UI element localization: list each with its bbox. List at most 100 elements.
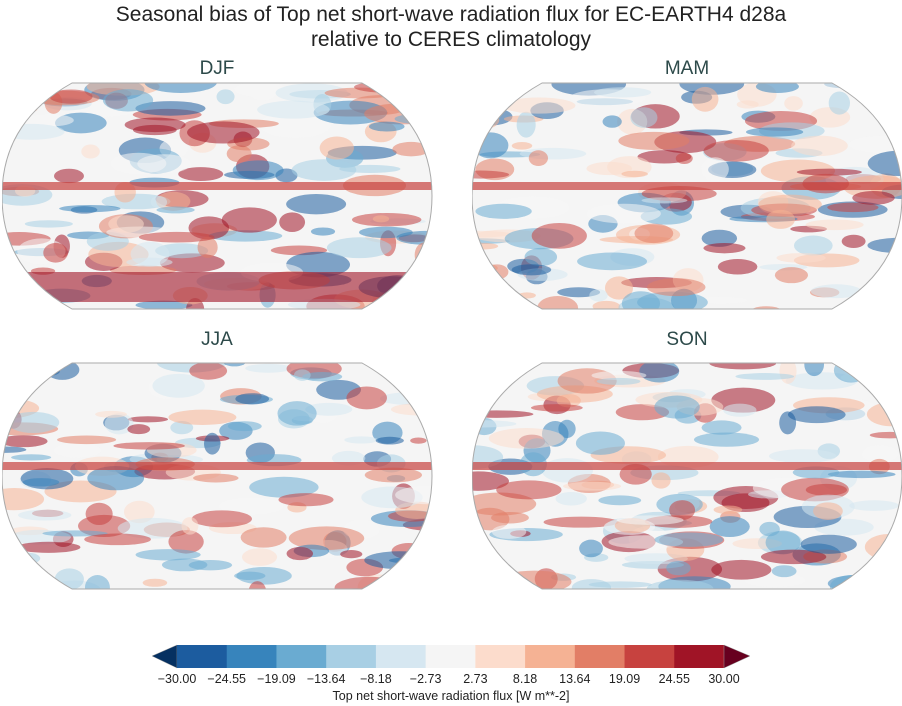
bias-patch [359, 226, 413, 239]
colorbar-tick-label: −13.64 [306, 672, 346, 686]
colorbar-bin [326, 645, 377, 668]
bias-patch [488, 428, 564, 449]
colorbar-bin [375, 645, 427, 668]
bias-patch [127, 424, 151, 435]
bias-patch [368, 121, 405, 132]
bias-patch [771, 565, 797, 578]
bias-patch [651, 472, 671, 489]
bias-patch [703, 139, 769, 162]
bias-patch [779, 411, 797, 435]
bias-patch [813, 502, 843, 520]
bias-patch [331, 450, 366, 466]
bias-patch [498, 583, 525, 589]
bias-patch [248, 581, 267, 589]
bias-patch [168, 530, 204, 554]
colorbar-bin [674, 645, 725, 668]
bias-patch [589, 289, 608, 302]
bias-patch [384, 363, 428, 371]
bias-patch [16, 541, 81, 553]
bias-patch [54, 568, 84, 589]
bias-patch [694, 432, 760, 447]
map-mam [472, 82, 902, 310]
bias-patch [472, 471, 509, 491]
bias-patch [530, 404, 583, 412]
bias-patch [793, 235, 833, 256]
bias-patch [654, 395, 700, 419]
southern-ocean-band [2, 272, 432, 302]
colorbar [151, 644, 751, 669]
itcz-band [2, 182, 432, 190]
bias-patch [723, 403, 757, 417]
bias-patch [784, 96, 803, 111]
bias-patch [616, 515, 684, 525]
bias-patch [84, 575, 110, 589]
bias-patch [713, 505, 743, 515]
bias-patch [245, 363, 292, 373]
bias-patch [491, 524, 527, 539]
bias-patch [852, 190, 895, 205]
bias-patch [7, 580, 33, 589]
colorbar-over-arrow [723, 644, 751, 669]
bias-patch [828, 91, 850, 115]
bias-patch [679, 83, 745, 95]
bias-patch [59, 205, 121, 213]
bias-patch [223, 363, 246, 367]
bias-patch [392, 95, 432, 106]
itcz-band [472, 182, 902, 190]
bias-patch [137, 154, 192, 174]
panel-title-djf: DJF [199, 58, 235, 79]
bias-patch [197, 236, 218, 258]
bias-patch [402, 579, 432, 589]
bias-patch [144, 83, 217, 93]
bias-patch [537, 295, 579, 309]
bias-patch [502, 97, 576, 114]
bias-patch [472, 83, 525, 92]
bias-patch [511, 142, 533, 150]
itcz-band [472, 462, 902, 470]
bias-patch [647, 278, 706, 297]
bias-patch [104, 413, 134, 435]
bias-patch [496, 480, 562, 500]
bias-patch [113, 442, 185, 450]
bias-patch [735, 373, 795, 380]
bias-patch [232, 160, 284, 181]
bias-patch [392, 141, 430, 157]
bias-patch [117, 517, 188, 539]
bias-patch [372, 215, 390, 223]
bias-patch [208, 230, 283, 242]
bias-patch [204, 432, 221, 455]
bias-patch [410, 437, 427, 444]
bias-patch [305, 402, 353, 416]
bias-patch [278, 493, 334, 507]
bias-patch [191, 510, 252, 528]
bias-patch [286, 547, 314, 561]
bias-patch [2, 393, 24, 401]
colorbar-bin [226, 645, 277, 668]
bias-patch [579, 539, 603, 558]
bias-patch [787, 406, 846, 424]
bias-patch [598, 495, 642, 506]
bias-patch [275, 83, 348, 103]
bias-patch [24, 220, 73, 228]
bias-patch [711, 559, 772, 580]
bias-patch [286, 193, 347, 215]
bias-patch [138, 231, 215, 243]
figure-title-line1: Seasonal bias of Top net short-wave radi… [115, 3, 787, 26]
bias-patch [395, 485, 432, 505]
bias-patch [701, 157, 729, 182]
bias-patch [511, 264, 552, 276]
bias-patch [123, 500, 155, 524]
bias-patch [563, 481, 622, 491]
bias-patch [621, 291, 661, 309]
bias-patch [604, 276, 634, 300]
bias-patch [319, 136, 354, 160]
bias-patch [873, 104, 891, 112]
bias-patch [161, 558, 208, 572]
bias-patch [528, 150, 549, 167]
bias-patch [135, 101, 206, 116]
bias-patch [126, 257, 173, 267]
bias-patch [878, 376, 902, 401]
bias-patch [717, 259, 758, 275]
bias-patch [219, 497, 284, 515]
bias-patch [592, 300, 621, 309]
